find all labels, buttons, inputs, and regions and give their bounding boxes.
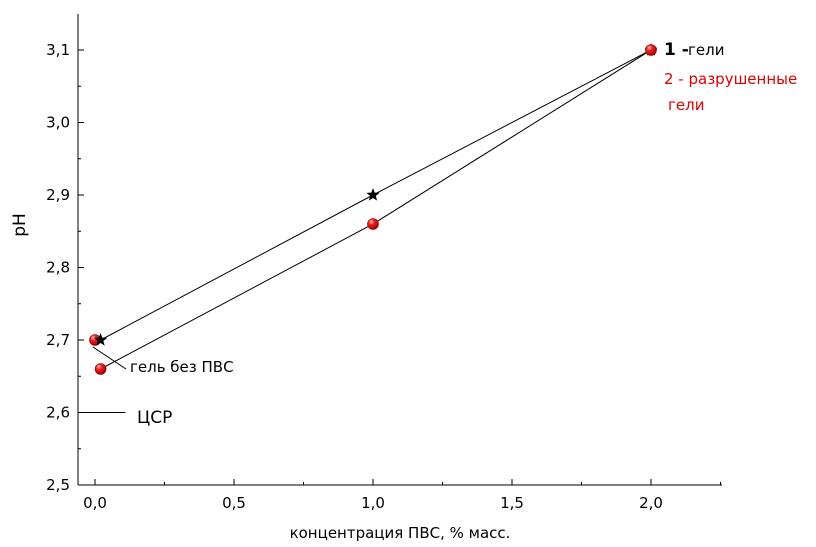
y-axis-label: pH (10, 213, 30, 237)
series-line-2 (100, 49, 652, 370)
y-tick-label: 2,7 (46, 331, 70, 349)
series-lines (100, 49, 652, 370)
x-axis-label: концентрация ПВС, % масс. (290, 524, 511, 542)
gel-no-pva-label: гель без ПВС (130, 358, 234, 376)
markers (89, 43, 658, 375)
gel-no-pva-pointer (92, 346, 127, 370)
series-2-point (94, 363, 107, 375)
x-tick-label: 2,0 (639, 494, 663, 512)
series-2-point (645, 44, 657, 56)
y-tick-label: 3,0 (46, 114, 70, 132)
y-tick-label: 2,9 (46, 186, 70, 204)
legend-2-line1: 2 - разрушенные (664, 70, 797, 88)
x-tick-label: 0,5 (222, 494, 246, 512)
series-1-point (366, 188, 380, 201)
series-2-point (367, 218, 379, 230)
legend-2-line2: гели (668, 96, 704, 114)
axes: 2,5 2,6 2,7 2,8 2,9 3,0 3,1 0,0 0,5 1,0 1,5 2,0 (46, 14, 722, 512)
y-tick-label: 2,8 (46, 259, 70, 277)
y-tick-label: 2,5 (46, 476, 70, 494)
ref-line-label: ЦСР (137, 408, 172, 428)
series-1-point (93, 333, 108, 346)
legend-1-number: 1 - (664, 40, 689, 60)
x-tick-label: 1,0 (361, 494, 385, 512)
x-tick-label: 0,0 (83, 494, 107, 512)
x-tick-label: 1,5 (500, 494, 524, 512)
legend-1-text: гели (688, 41, 724, 59)
y-tick-label: 2,6 (46, 404, 70, 422)
y-tick-label: 3,1 (46, 41, 70, 59)
